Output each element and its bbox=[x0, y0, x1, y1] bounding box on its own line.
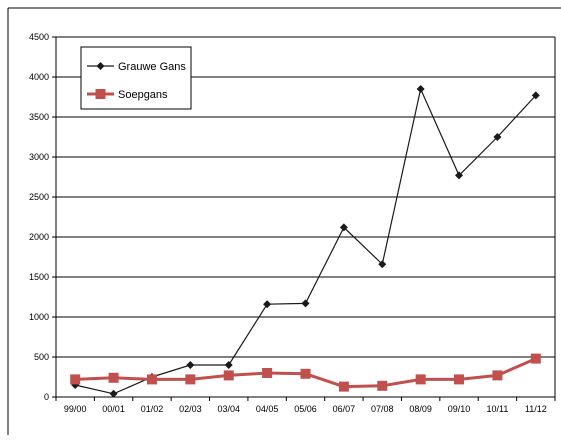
x-tick-label: 09/10 bbox=[448, 404, 471, 414]
data-point-square bbox=[492, 370, 503, 381]
data-point-square bbox=[300, 368, 311, 379]
y-tick-label: 4500 bbox=[29, 32, 49, 42]
x-tick-label: 01/02 bbox=[141, 404, 164, 414]
data-point-square bbox=[454, 374, 465, 385]
data-point-diamond bbox=[493, 133, 502, 141]
data-point-diamond bbox=[109, 389, 118, 398]
data-point-diamond bbox=[416, 85, 425, 93]
data-point-diamond bbox=[186, 361, 195, 369]
x-tick-label: 02/03 bbox=[179, 404, 202, 414]
series-soepgans bbox=[70, 353, 541, 392]
y-tick-label: 1000 bbox=[29, 312, 49, 322]
y-tick-label: 500 bbox=[34, 352, 49, 362]
series-line bbox=[75, 87, 537, 395]
data-point-diamond bbox=[224, 361, 233, 369]
data-point-square bbox=[223, 370, 234, 381]
y-tick-label: 0 bbox=[44, 392, 49, 402]
y-tick-label: 1500 bbox=[29, 272, 49, 282]
data-point-square bbox=[146, 374, 157, 385]
x-tick-label: 07/08 bbox=[371, 404, 394, 414]
x-tick-label: 05/06 bbox=[294, 404, 317, 414]
data-point-diamond bbox=[339, 223, 348, 232]
data-point-square bbox=[338, 381, 349, 392]
x-tick-label: 10/11 bbox=[486, 404, 508, 414]
data-point-square bbox=[185, 374, 196, 385]
data-point-diamond bbox=[531, 91, 540, 100]
legend-marker-square bbox=[95, 89, 106, 99]
x-tick-label: 11/12 bbox=[525, 404, 547, 414]
y-tick-label: 3500 bbox=[29, 112, 49, 122]
y-tick-label: 2000 bbox=[29, 232, 49, 242]
y-tick-label: 3000 bbox=[29, 152, 49, 162]
data-point-diamond bbox=[378, 260, 387, 269]
legend-label: Soepgans bbox=[118, 89, 168, 101]
data-point-square bbox=[108, 372, 119, 383]
legend-label: Grauwe Gans bbox=[118, 61, 186, 73]
data-point-square bbox=[377, 380, 388, 391]
series-grauwe-gans bbox=[71, 85, 540, 398]
y-tick-label: 2500 bbox=[29, 192, 49, 202]
legend-marker-diamond bbox=[96, 62, 105, 70]
x-tick-label: 06/07 bbox=[333, 404, 356, 414]
data-point-diamond bbox=[301, 299, 310, 308]
data-point-square bbox=[70, 374, 81, 385]
x-tick-label: 08/09 bbox=[409, 404, 432, 414]
y-tick-label: 4000 bbox=[29, 72, 49, 82]
data-point-diamond bbox=[263, 300, 272, 309]
x-tick-label: 99/00 bbox=[64, 404, 87, 414]
data-point-square bbox=[262, 368, 273, 378]
data-point-square bbox=[530, 353, 541, 364]
x-tick-label: 04/05 bbox=[256, 404, 279, 414]
data-point-square bbox=[415, 374, 426, 385]
data-point-diamond bbox=[455, 171, 464, 180]
x-tick-label: 00/01 bbox=[102, 404, 125, 414]
x-tick-label: 03/04 bbox=[217, 404, 240, 414]
legend: Grauwe Gans Soepgans bbox=[80, 46, 192, 110]
